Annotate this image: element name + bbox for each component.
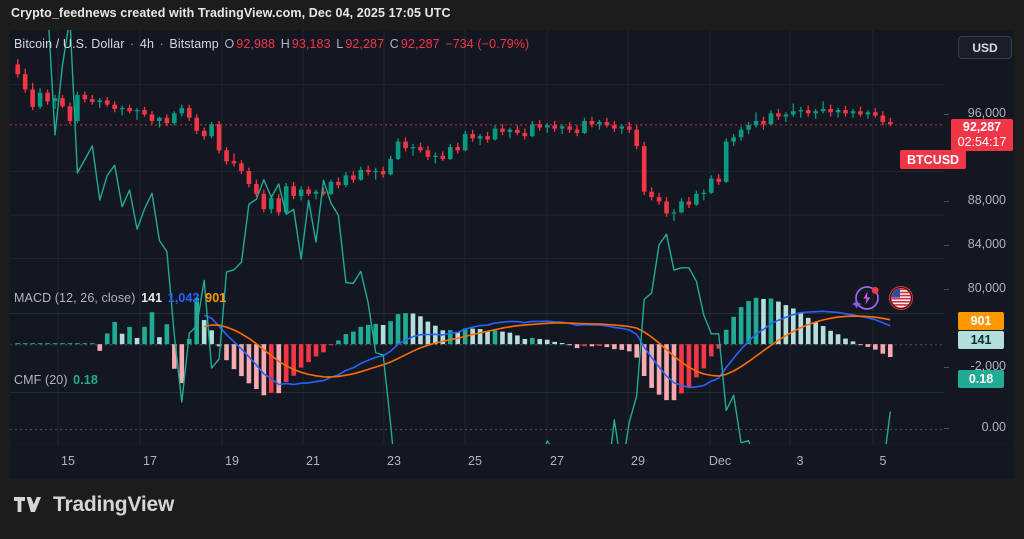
time-axis-label: 5 bbox=[879, 454, 887, 468]
time-axis-label: Dec bbox=[708, 454, 732, 468]
legend-open-value: 92,988 bbox=[236, 37, 276, 51]
macd-signal-value-tag: 901 bbox=[958, 312, 1004, 330]
macd-hist-value-tag: 141 bbox=[958, 331, 1004, 349]
time-axis-label: 27 bbox=[550, 454, 564, 468]
time-axis-label: 3 bbox=[796, 454, 804, 468]
macd-legend[interactable]: MACD (12, 26, close) 141 1,042 901 bbox=[14, 291, 228, 305]
chart-svg bbox=[10, 30, 944, 478]
currency-badge[interactable]: USD bbox=[958, 36, 1012, 59]
legend-exchange[interactable]: Bitstamp bbox=[169, 37, 219, 51]
bar-countdown: 02:54:17 bbox=[957, 135, 1007, 149]
time-axis-label: 25 bbox=[468, 454, 482, 468]
symbol-price-line-tag: BTCUSD bbox=[900, 150, 967, 169]
footer-brand: TradingView bbox=[14, 493, 174, 517]
macd-line-value: 1,042 bbox=[167, 291, 200, 305]
price-scale-tick: 84,000 bbox=[967, 237, 1006, 251]
legend-open-label: O bbox=[224, 37, 235, 51]
price-scale-tick: 0.00 bbox=[981, 420, 1006, 434]
legend-high-value: 93,183 bbox=[291, 37, 331, 51]
legend-sep-1: · bbox=[130, 37, 135, 51]
price-scale-tick: 96,000 bbox=[967, 106, 1006, 120]
us-flag-icon[interactable] bbox=[889, 286, 913, 310]
legend-sep-2: · bbox=[159, 37, 164, 51]
legend-interval[interactable]: 4h bbox=[139, 37, 154, 51]
cmf-legend-value: 0.18 bbox=[73, 373, 98, 387]
last-price-tag: 92,287 02:54:17 bbox=[951, 119, 1013, 151]
legend-high-label: H bbox=[280, 37, 290, 51]
price-scale[interactable]: USD 92,287 02:54:17 901 141 0.18 96,000 8… bbox=[944, 30, 1014, 478]
time-axis[interactable]: 15 17 19 21 23 25 27 29 Dec 3 5 bbox=[10, 444, 1014, 479]
ai-sparkle-icon[interactable] bbox=[852, 286, 879, 310]
legend-change-value: −734 (−0.79%) bbox=[445, 37, 530, 51]
price-scale-ticks bbox=[944, 114, 949, 429]
price-scale-tick: 80,000 bbox=[967, 281, 1006, 295]
legend-close-label: C bbox=[389, 37, 399, 51]
cmf-value-tag: 0.18 bbox=[958, 370, 1004, 388]
price-scale-tick: 88,000 bbox=[967, 193, 1006, 207]
plot-area[interactable] bbox=[10, 30, 944, 478]
last-price-value: 92,287 bbox=[962, 120, 1002, 134]
macd-hist-value: 141 bbox=[141, 291, 163, 305]
time-axis-label: 23 bbox=[387, 454, 401, 468]
cmf-legend[interactable]: CMF (20) 0.18 bbox=[14, 373, 100, 387]
time-axis-label: 21 bbox=[306, 454, 320, 468]
legend-symbol[interactable]: Bitcoin / U.S. Dollar bbox=[14, 37, 125, 51]
time-axis-label: 15 bbox=[61, 454, 75, 468]
macd-legend-name[interactable]: MACD (12, 26, close) bbox=[14, 291, 136, 305]
chart-panel[interactable]: USD 92,287 02:54:17 901 141 0.18 96,000 8… bbox=[10, 30, 1014, 478]
macd-signal-value: 901 bbox=[205, 291, 227, 305]
price-scale-tick: -2,000 bbox=[970, 359, 1006, 373]
tradingview-logo-icon bbox=[14, 497, 41, 512]
legend-close-value: 92,287 bbox=[400, 37, 440, 51]
legend-low-label: L bbox=[336, 37, 344, 51]
caption-text: Crypto_feednews created with TradingView… bbox=[11, 6, 451, 20]
legend-low-value: 92,287 bbox=[345, 37, 385, 51]
time-axis-label: 29 bbox=[631, 454, 645, 468]
time-axis-label: 19 bbox=[225, 454, 239, 468]
cmf-legend-name[interactable]: CMF (20) bbox=[14, 373, 68, 387]
overlay-icons[interactable] bbox=[848, 281, 920, 315]
time-axis-label: 17 bbox=[143, 454, 157, 468]
tradingview-wordmark: TradingView bbox=[53, 493, 175, 516]
